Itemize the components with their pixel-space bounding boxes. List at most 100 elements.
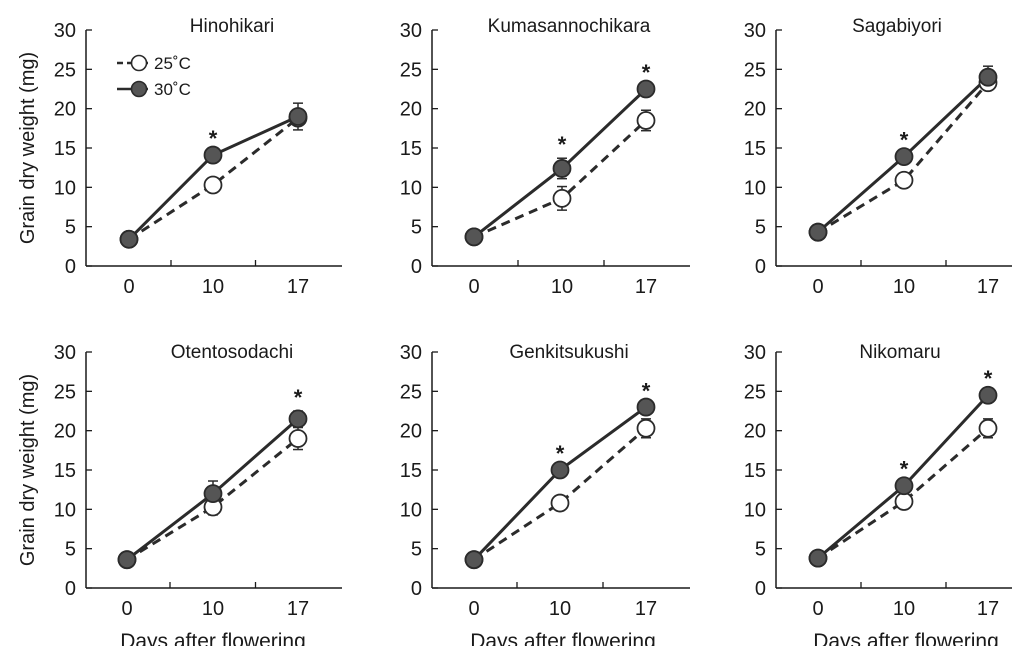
x-tick-label: 10 bbox=[551, 276, 573, 298]
legend-marker bbox=[130, 54, 148, 72]
chart-title: Nikomaru bbox=[859, 342, 940, 363]
y-tick-label: 30 bbox=[54, 20, 76, 42]
y-tick-label: 5 bbox=[65, 217, 76, 239]
chart-panel-4: 0 5 10 15 20 25 30 0 10 17 Otentosodachi * bbox=[54, 342, 342, 620]
chart-title: Sagabiyori bbox=[852, 16, 942, 37]
y-tick-label: 20 bbox=[54, 421, 76, 443]
y-tick-label: 5 bbox=[65, 539, 76, 561]
y-tick-label: 10 bbox=[54, 177, 76, 199]
x-tick-label: 0 bbox=[121, 598, 132, 620]
data-point-25C bbox=[552, 188, 572, 208]
x-tick-label: 0 bbox=[468, 276, 479, 298]
chart-title: Hinohikari bbox=[190, 16, 274, 37]
significance-star: * bbox=[642, 379, 651, 404]
data-point-25C bbox=[550, 493, 570, 513]
y-tick-label: 20 bbox=[744, 421, 766, 443]
y-tick-label: 25 bbox=[54, 59, 76, 81]
series-line-25C bbox=[126, 437, 299, 561]
data-point-25C bbox=[636, 418, 656, 438]
significance-star: * bbox=[642, 60, 651, 85]
x-tick-label: 17 bbox=[977, 276, 999, 298]
series-line-25C bbox=[473, 427, 647, 561]
data-point-25C bbox=[894, 492, 914, 511]
y-tick-label: 10 bbox=[744, 499, 766, 521]
data-point-30C bbox=[117, 550, 137, 570]
chart-title: Genkitsukushi bbox=[509, 342, 628, 363]
data-point-25C bbox=[636, 111, 656, 130]
y-tick-label: 30 bbox=[744, 20, 766, 42]
chart-panel-3: 0 5 10 15 20 25 30 0 10 17 Sagabiyori * bbox=[744, 16, 1012, 298]
x-tick-label: 17 bbox=[977, 598, 999, 620]
data-point-25C bbox=[894, 170, 914, 190]
y-tick-label: 5 bbox=[755, 217, 766, 239]
x-tick-label: 0 bbox=[812, 276, 823, 298]
y-tick-label: 20 bbox=[54, 99, 76, 121]
y-tick-label: 0 bbox=[65, 578, 76, 600]
significance-star: * bbox=[900, 128, 909, 153]
x-tick-label: 17 bbox=[287, 598, 309, 620]
y-tick-label: 30 bbox=[744, 342, 766, 364]
data-point-30C bbox=[203, 145, 223, 165]
y-tick-label: 0 bbox=[755, 578, 766, 600]
data-point-30C bbox=[636, 397, 656, 417]
chart-title: Otentosodachi bbox=[171, 342, 294, 363]
y-tick-label: 15 bbox=[400, 138, 422, 160]
legend-label: 30˚C bbox=[154, 80, 191, 99]
chart-panel-6: 0 5 10 15 20 25 30 0 10 17 Nikomaru * * bbox=[744, 342, 1012, 620]
chart-panel-2: 0 5 10 15 20 25 30 0 10 17 Kumasannochikara * * bbox=[400, 16, 690, 298]
x-tick-label: 0 bbox=[123, 276, 134, 298]
data-point-30C bbox=[636, 79, 656, 99]
chart-panel-1: 0 5 10 15 20 25 30 0 10 17 Hinohikari * 25˚C 30˚C bbox=[54, 16, 342, 298]
y-tick-label: 5 bbox=[411, 217, 422, 239]
x-tick-label: 10 bbox=[202, 598, 224, 620]
data-point-30C bbox=[808, 222, 828, 242]
x-tick-label: 0 bbox=[812, 598, 823, 620]
data-point-30C bbox=[978, 67, 998, 87]
data-point-25C bbox=[203, 175, 223, 195]
series-line-25C bbox=[817, 81, 990, 234]
y-tick-label: 25 bbox=[400, 59, 422, 81]
y-tick-label: 15 bbox=[54, 138, 76, 160]
x-axis-label-3: Days after flowering bbox=[813, 630, 999, 646]
y-tick-label: 0 bbox=[65, 256, 76, 278]
data-point-30C bbox=[119, 229, 139, 249]
significance-star: * bbox=[556, 441, 565, 466]
series-line-30C bbox=[472, 405, 647, 561]
y-tick-label: 25 bbox=[54, 381, 76, 403]
y-tick-label: 25 bbox=[400, 381, 422, 403]
y-axis-label-top: Grain dry weight (mg) bbox=[17, 52, 39, 244]
x-tick-label: 10 bbox=[549, 598, 571, 620]
x-tick-label: 17 bbox=[635, 598, 657, 620]
data-point-30C bbox=[464, 227, 484, 247]
x-tick-label: 0 bbox=[468, 598, 479, 620]
y-tick-label: 30 bbox=[400, 342, 422, 364]
data-point-30C bbox=[808, 548, 828, 568]
chart-title: Kumasannochikara bbox=[488, 16, 651, 37]
legend-marker bbox=[130, 80, 148, 98]
x-axis-label-1: Days after flowering bbox=[120, 630, 306, 646]
data-point-30C bbox=[550, 460, 570, 480]
y-tick-label: 25 bbox=[744, 59, 766, 81]
y-tick-label: 20 bbox=[400, 99, 422, 121]
y-tick-label: 10 bbox=[400, 177, 422, 199]
y-tick-label: 30 bbox=[400, 20, 422, 42]
data-point-30C bbox=[464, 550, 484, 570]
significance-star: * bbox=[294, 385, 303, 410]
y-tick-label: 15 bbox=[54, 460, 76, 482]
data-point-30C bbox=[894, 147, 914, 167]
x-tick-label: 10 bbox=[202, 276, 224, 298]
data-point-30C bbox=[288, 409, 308, 429]
legend: 25˚C 30˚C bbox=[117, 54, 191, 99]
data-point-25C bbox=[288, 429, 308, 448]
data-point-30C bbox=[978, 385, 998, 405]
y-tick-label: 10 bbox=[400, 499, 422, 521]
y-tick-label: 25 bbox=[744, 381, 766, 403]
x-tick-label: 10 bbox=[893, 598, 915, 620]
chart-panels: 0 5 10 15 20 25 30 0 10 17 Hinohikari * 25˚C 30˚C 0 5 10… bbox=[54, 16, 1012, 620]
series-line-25C bbox=[128, 116, 299, 241]
significance-star: * bbox=[558, 132, 567, 157]
y-tick-label: 15 bbox=[744, 138, 766, 160]
series-line-25C bbox=[817, 427, 989, 560]
y-tick-label: 0 bbox=[755, 256, 766, 278]
